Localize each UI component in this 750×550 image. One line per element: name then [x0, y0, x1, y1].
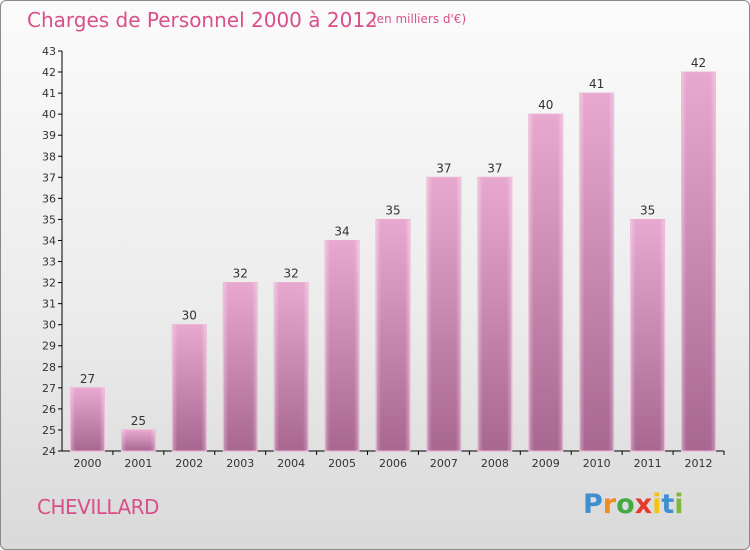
- logo-letter: P: [583, 489, 603, 520]
- y-tick-label: 26: [42, 403, 56, 416]
- x-tick-label: 2001: [124, 457, 152, 470]
- bar-value-label: 30: [182, 309, 197, 323]
- proxiti-logo: Proxiti: [583, 489, 684, 520]
- x-tick-label: 2012: [685, 457, 713, 470]
- x-tick-label: 2002: [175, 457, 203, 470]
- x-tick-label: 2003: [226, 457, 254, 470]
- y-tick-label: 42: [42, 66, 56, 79]
- y-tick-label: 38: [42, 150, 56, 163]
- bar-value-label: 32: [233, 267, 248, 281]
- bar-highlight: [121, 429, 156, 451]
- logo-letter: i: [652, 489, 662, 520]
- bar-value-label: 35: [385, 203, 400, 217]
- bar-value-label: 32: [284, 267, 299, 281]
- bar-highlight: [274, 282, 309, 451]
- bar-value-label: 35: [640, 203, 655, 217]
- x-tick-label: 2007: [430, 457, 458, 470]
- logo-letter: r: [602, 489, 617, 520]
- logo-letter: i: [674, 489, 684, 520]
- logo-letter: t: [661, 489, 675, 520]
- bar-highlight: [579, 93, 614, 452]
- x-tick-label: 2006: [379, 457, 407, 470]
- y-tick-label: 41: [42, 87, 56, 100]
- y-tick-label: 30: [42, 319, 56, 332]
- y-tick-label: 39: [42, 129, 56, 142]
- bar-highlight: [376, 219, 410, 451]
- x-tick-label: 2009: [532, 457, 560, 470]
- y-tick-label: 33: [42, 256, 56, 269]
- y-tick-label: 36: [42, 192, 56, 205]
- chart-title: Charges de Personnel 2000 à 2012: [27, 8, 378, 32]
- bar-highlight: [630, 219, 665, 451]
- bar-value-label: 37: [487, 161, 502, 175]
- bar-highlight: [172, 324, 207, 451]
- x-tick-label: 2010: [583, 457, 611, 470]
- bar-value-label: 25: [131, 414, 146, 428]
- bar-value-label: 41: [589, 77, 604, 91]
- bar-highlight: [70, 387, 105, 451]
- y-tick-label: 31: [42, 298, 56, 311]
- bar-value-label: 27: [80, 372, 95, 386]
- y-tick-label: 34: [42, 234, 56, 247]
- bar-highlight: [223, 282, 258, 451]
- bar-value-label: 37: [436, 161, 451, 175]
- y-tick-label: 35: [42, 213, 56, 226]
- chart-subtitle: (en milliers d'€): [372, 12, 467, 26]
- bar-value-label: 40: [538, 98, 553, 112]
- x-tick-label: 2000: [73, 457, 101, 470]
- bar-value-label: 42: [691, 56, 706, 70]
- bar-highlight: [477, 177, 512, 451]
- y-tick-label: 40: [42, 108, 56, 121]
- x-tick-label: 2008: [481, 457, 509, 470]
- bar-highlight: [681, 72, 716, 451]
- bar-value-label: 34: [334, 224, 349, 238]
- x-tick-label: 2004: [277, 457, 305, 470]
- logo-letter: x: [634, 489, 653, 520]
- bar-highlight: [528, 114, 563, 451]
- y-tick-label: 43: [42, 45, 56, 58]
- y-tick-label: 27: [42, 382, 56, 395]
- x-tick-label: 2011: [634, 457, 662, 470]
- bar-highlight: [426, 177, 461, 451]
- y-tick-label: 32: [42, 277, 56, 290]
- x-tick-label: 2005: [328, 457, 356, 470]
- y-tick-label: 24: [42, 445, 56, 458]
- logo-letter: o: [616, 489, 635, 520]
- y-tick-label: 28: [42, 361, 56, 374]
- commune-name: CHEVILLARD: [37, 495, 159, 519]
- bar-highlight: [325, 240, 360, 451]
- y-tick-label: 37: [42, 171, 56, 184]
- y-tick-label: 25: [42, 424, 56, 437]
- y-tick-label: 29: [42, 340, 56, 353]
